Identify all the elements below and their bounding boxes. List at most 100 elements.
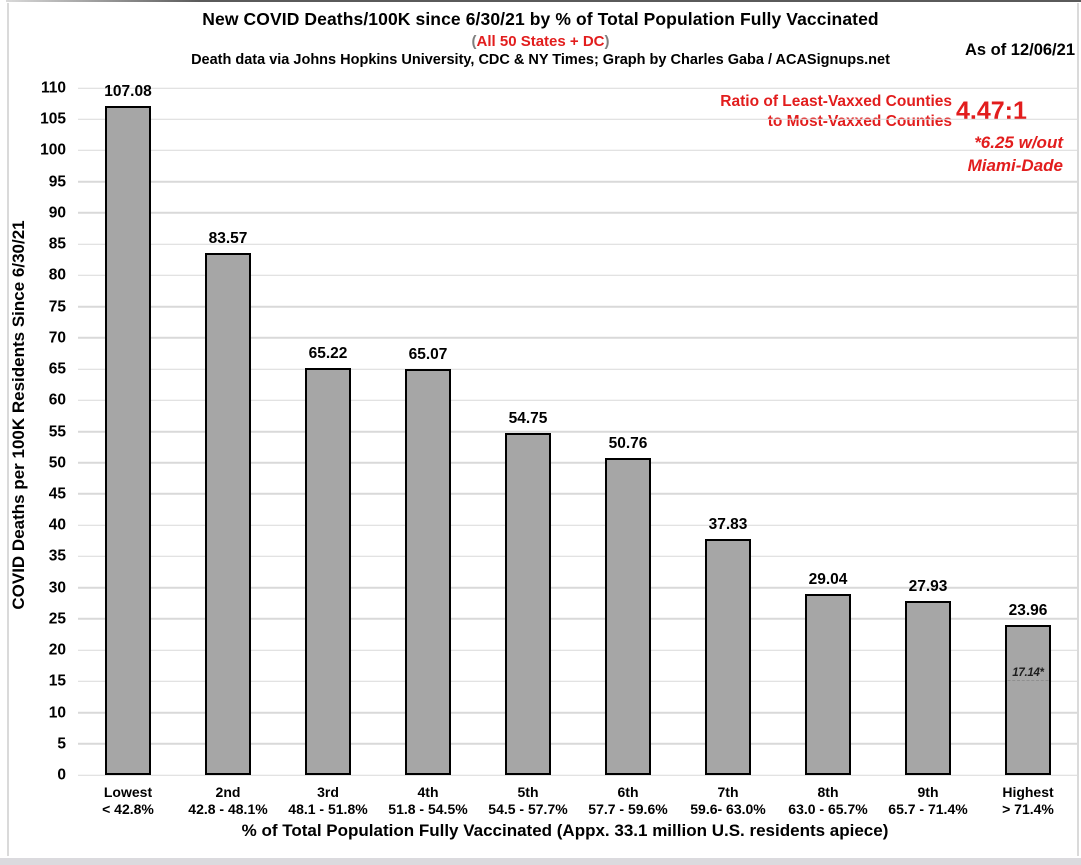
bar-slot-7th: 37.83 (678, 88, 778, 775)
footnote-line2: Miami-Dade (967, 156, 1063, 175)
y-axis-tick-label: 0 (57, 766, 66, 784)
bar-inner-annotation: 17.14* (1007, 667, 1049, 682)
bar-value-label: 50.76 (608, 434, 648, 452)
bar (505, 433, 551, 775)
y-axis-tick-label: 60 (48, 391, 66, 409)
gridline (78, 368, 1078, 370)
credit-line: Death data via Johns Hopkins University,… (191, 52, 890, 68)
x-category-tier: 5th (517, 784, 539, 800)
window-top-edge (6, 0, 1081, 2)
ratio-annotation-label: Ratio of Least-Vaxxed Counties to Most-V… (720, 92, 952, 131)
gridline (78, 461, 1078, 464)
y-axis-tick-label: 55 (48, 423, 66, 440)
x-category-tier: 2nd (215, 784, 241, 800)
bar-value-label: 29.04 (808, 570, 848, 588)
bar-value-label: 107.08 (104, 83, 152, 101)
bar (105, 106, 151, 775)
gridline (78, 680, 1078, 683)
bar-value-label: 65.22 (308, 344, 348, 362)
y-axis-tick-label: 70 (48, 329, 66, 347)
x-category-range: 59.6- 63.0% (690, 800, 766, 817)
y-axis-tick-label: 25 (48, 610, 66, 628)
y-axis-tick-label: 40 (48, 516, 66, 534)
bar-value-label: 65.07 (408, 345, 448, 363)
x-category-label: Lowest < 42.8% (78, 784, 178, 817)
chart-header: New COVID Deaths/100K since 6/30/21 by %… (0, 9, 1081, 68)
y-axis-tick-label: 30 (48, 579, 66, 597)
x-category-label: 8th 63.0 - 65.7% (778, 784, 878, 817)
footnote-line1: *6.25 w/out (974, 133, 1063, 152)
gridline (78, 337, 1078, 339)
y-axis-tick-label: 10 (48, 704, 66, 722)
y-axis-tick-label: 15 (48, 672, 66, 690)
gridline (78, 586, 1078, 589)
bar (305, 367, 351, 775)
x-category-label: 3rd 48.1 - 51.8% (278, 784, 378, 817)
gridline (78, 711, 1078, 714)
bar (905, 600, 951, 775)
gridline (78, 118, 1078, 120)
bar-value-label: 54.75 (508, 410, 548, 428)
x-category-tier: 4th (417, 784, 439, 800)
gridline (78, 305, 1078, 308)
bar-slot-3rd: 65.22 (278, 88, 378, 775)
y-axis-tick-label: 110 (40, 79, 66, 97)
y-axis-tick-label: 80 (48, 266, 66, 284)
x-category-tier: 9th (917, 784, 939, 800)
bar-value-label: 23.96 (1008, 602, 1048, 620)
x-category-label: 9th 65.7 - 71.4% (878, 784, 978, 817)
x-category-tier: Lowest (103, 784, 153, 800)
chart-title: New COVID Deaths/100K since 6/30/21 by %… (202, 9, 879, 29)
gridline (78, 493, 1078, 495)
gridline (78, 774, 1078, 776)
x-category-range: 57.7 - 59.6% (588, 800, 668, 817)
gridline (78, 399, 1078, 402)
x-category-label: 5th 54.5 - 57.7% (478, 784, 578, 817)
bar-slot-8th: 29.04 (778, 88, 878, 775)
x-category-tier: 6th (617, 784, 639, 800)
window-left-edge (7, 3, 9, 856)
x-axis-title: % of Total Population Fully Vaccinated (… (241, 821, 889, 840)
x-category-range: 51.8 - 54.5% (388, 800, 468, 817)
miami-dade-footnote: *6.25 w/out Miami-Dade (968, 131, 1063, 177)
subtitle-text: All 50 States + DC (476, 33, 605, 50)
x-category-range: 42.8 - 48.1% (188, 800, 268, 817)
ratio-value: 4.47:1 (956, 97, 1027, 125)
x-category-range: < 42.8% (102, 800, 154, 817)
y-axis-tick-label: 45 (48, 485, 66, 503)
plot-area: 107.08 83.57 65.22 65.07 54.75 50.76 37.83 29.0… (78, 83, 1078, 776)
x-category-label: 7th 59.6- 63.0% (678, 784, 778, 817)
as-of-date: As of 12/06/21 (964, 41, 1075, 59)
gridline (78, 555, 1078, 558)
y-axis-tick-label: 20 (48, 641, 66, 659)
x-category-tier: 3rd (317, 784, 339, 800)
bar-value-label: 27.93 (908, 577, 948, 595)
y-axis-tick-label: 105 (40, 110, 66, 128)
bar-slot-6th: 50.76 (578, 88, 678, 775)
gridline (78, 524, 1078, 526)
gridline (78, 649, 1078, 651)
bar (805, 593, 851, 775)
y-axis-tick-label: 65 (48, 360, 66, 378)
bar-series: 107.08 83.57 65.22 65.07 54.75 50.76 37.83 29.0… (78, 83, 1078, 775)
x-category-label: Highest > 71.4% (978, 784, 1078, 817)
x-axis-category-labels: Lowest < 42.8% 2nd 42.8 - 48.1% 3rd 48.1 - 51… (78, 784, 1078, 817)
x-category-range: 63.0 - 65.7% (788, 800, 868, 817)
y-axis-tick-label: 90 (48, 204, 66, 222)
y-axis-tick-label: 35 (48, 547, 66, 565)
y-axis-tick-label: 95 (48, 173, 66, 191)
x-category-range: > 71.4% (1002, 800, 1054, 817)
ratio-label-line1: Ratio of Least-Vaxxed Counties (720, 93, 952, 110)
bar-value-label: 37.83 (708, 515, 748, 533)
x-category-label: 4th 51.8 - 54.5% (378, 784, 478, 817)
bottom-strip (0, 858, 1081, 865)
y-axis-tick-label: 5 (57, 735, 66, 753)
y-axis-tick-label: 75 (48, 298, 66, 316)
bar (705, 538, 751, 775)
window-right-edge (1077, 3, 1079, 856)
bar (1005, 625, 1051, 775)
ratio-label-line2: to Most-Vaxxed Counties (767, 112, 952, 130)
y-axis-tick-label: 100 (40, 141, 66, 159)
bar (605, 457, 651, 775)
